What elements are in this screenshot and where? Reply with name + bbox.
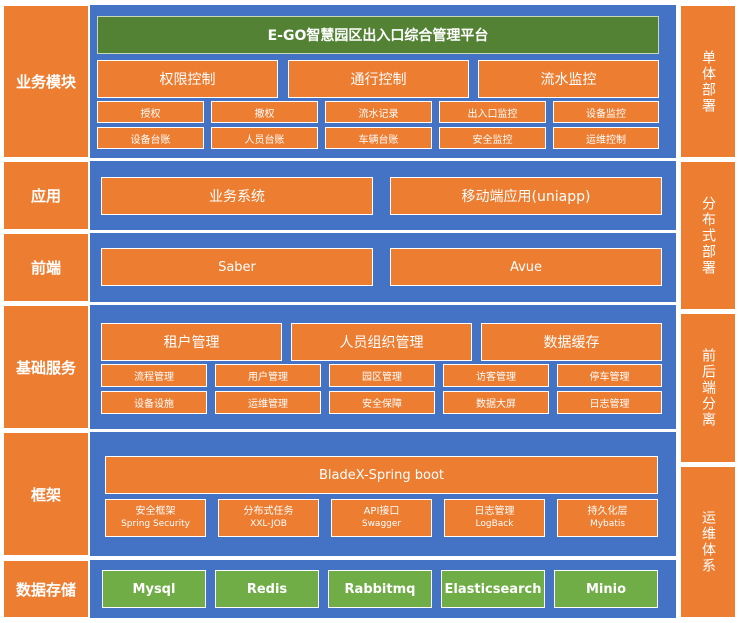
- business-r2-2: 车辆台账: [325, 127, 432, 149]
- business-r2-1: 人员台账: [211, 127, 318, 149]
- business-main-1: 通行控制: [288, 60, 469, 98]
- business-r1-2: 流水记录: [325, 101, 432, 123]
- framework-item-2: API接口 Swagger: [331, 499, 432, 537]
- business-r2-3: 安全监控: [439, 127, 546, 149]
- app-item-0: 业务系统: [101, 177, 373, 215]
- framework-main: BladeX-Spring boot: [105, 456, 658, 494]
- frontend-item-1: Avue: [390, 248, 662, 286]
- app-item-1: 移动端应用(uniapp): [390, 177, 662, 215]
- framework-item-0-sub: Spring Security: [121, 519, 190, 529]
- frontend-item-0: Saber: [101, 248, 373, 286]
- business-r1-4: 设备监控: [553, 101, 659, 123]
- framework-item-2-title: API接口: [363, 506, 400, 517]
- framework-item-4-sub: Mybatis: [589, 519, 626, 529]
- layer-label-business: 业务模块: [3, 5, 89, 158]
- layer-label-basic: 基础服务: [3, 305, 89, 429]
- framework-item-3-title: 日志管理: [474, 506, 515, 517]
- layer-label-app: 应用: [3, 161, 89, 230]
- basic-r2-4: 日志管理: [557, 391, 662, 414]
- framework-item-4: 持久化层 Mybatis: [557, 499, 658, 537]
- storage-item-2: Rabbitmq: [328, 570, 432, 608]
- deploy-label-separation: 前后端分离: [680, 313, 736, 463]
- basic-main-2: 数据缓存: [481, 323, 662, 361]
- storage-item-0: Mysql: [102, 570, 206, 608]
- framework-item-0-title: 安全框架: [135, 506, 176, 517]
- framework-item-4-title: 持久化层: [587, 506, 628, 517]
- framework-item-0: 安全框架 Spring Security: [105, 499, 206, 537]
- business-r1-3: 出入口监控: [439, 101, 546, 123]
- business-r2-4: 运维控制: [553, 127, 659, 149]
- business-r1-1: 撤权: [211, 101, 318, 123]
- basic-r2-3: 数据大屏: [443, 391, 549, 414]
- framework-panel: [90, 432, 676, 556]
- basic-main-1: 人员组织管理: [291, 323, 472, 361]
- deploy-separation-text: 前后端分离: [700, 348, 716, 428]
- framework-item-3-sub: LogBack: [475, 519, 514, 529]
- layer-label-frontend: 前端: [3, 233, 89, 302]
- deploy-label-ops: 运维体系: [680, 466, 736, 618]
- layer-label-framework: 框架: [3, 432, 89, 556]
- business-r1-0: 授权: [97, 101, 204, 123]
- deploy-label-distributed: 分布式部署: [680, 161, 736, 310]
- deploy-label-single: 单体部署: [680, 5, 736, 158]
- deploy-single-text: 单体部署: [700, 49, 716, 114]
- business-r2-0: 设备台账: [97, 127, 204, 149]
- basic-r1-2: 园区管理: [329, 364, 435, 387]
- storage-item-4: Minio: [554, 570, 658, 608]
- deploy-ops-text: 运维体系: [700, 510, 716, 574]
- framework-item-2-sub: Swagger: [361, 519, 402, 529]
- business-main-2: 流水监控: [478, 60, 659, 98]
- basic-r1-4: 停车管理: [557, 364, 662, 387]
- storage-item-3: Elasticsearch: [441, 570, 545, 608]
- framework-item-1: 分布式任务 XXL-JOB: [218, 499, 319, 537]
- layer-label-storage: 数据存储: [3, 560, 89, 618]
- basic-r1-1: 用户管理: [215, 364, 321, 387]
- framework-item-1-sub: XXL-JOB: [250, 519, 287, 529]
- basic-r1-0: 流程管理: [101, 364, 207, 387]
- framework-item-1-title: 分布式任务: [243, 506, 294, 517]
- storage-item-1: Redis: [215, 570, 319, 608]
- deploy-distributed-text: 分布式部署: [700, 195, 716, 276]
- basic-r1-3: 访客管理: [443, 364, 549, 387]
- basic-r2-0: 设备设施: [101, 391, 207, 414]
- basic-main-0: 租户管理: [101, 323, 282, 361]
- platform-title: E-GO智慧园区出入口综合管理平台: [97, 16, 659, 54]
- basic-r2-2: 安全保障: [329, 391, 435, 414]
- framework-item-3: 日志管理 LogBack: [444, 499, 545, 537]
- business-main-0: 权限控制: [97, 60, 278, 98]
- basic-r2-1: 运维管理: [215, 391, 321, 414]
